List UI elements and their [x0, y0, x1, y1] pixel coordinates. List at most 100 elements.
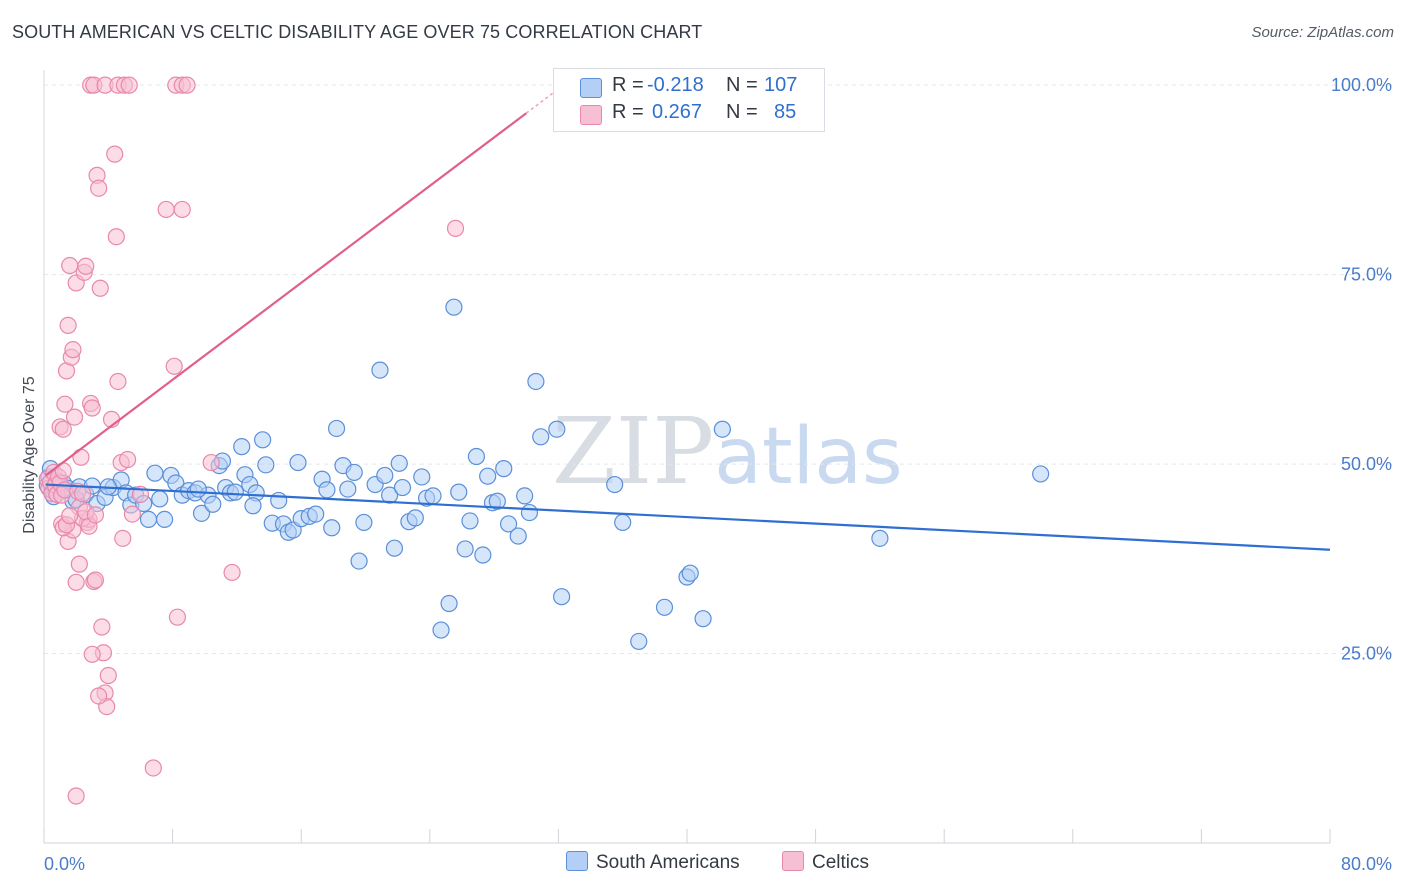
bottom-legend-south: South Americans [566, 851, 740, 874]
south-american-point [413, 468, 431, 486]
tick-labels: 25.0% 50.0% 75.0% 100.0% 0.0% 80.0% [44, 75, 1392, 874]
celtic-point [144, 759, 162, 777]
south-american-point [440, 594, 458, 613]
celtic-point [90, 687, 108, 705]
legend-swatch-south [580, 78, 602, 98]
celtic-point [223, 563, 241, 582]
south-american-point [307, 505, 325, 523]
y-tick-label: 50.0% [1341, 454, 1392, 474]
south-american-point [345, 463, 363, 482]
celtic-point [67, 573, 85, 591]
south-american-point [327, 419, 346, 438]
celtic-point [73, 485, 92, 503]
south-american-point [189, 480, 207, 498]
legend-r-label: R = [612, 74, 644, 96]
south-american-point [146, 464, 164, 482]
legend-n-label: N = [726, 101, 758, 123]
celtic-point [93, 618, 111, 636]
south-americans-trend-line [45, 483, 1331, 551]
celtic-point [83, 399, 101, 417]
south-american-point [424, 487, 442, 505]
trend-lines [44, 88, 1331, 551]
south-american-point [630, 632, 648, 651]
axes [43, 70, 1331, 844]
legend-r-value: -0.218 [647, 74, 704, 96]
x-tick-label: 0.0% [44, 854, 85, 874]
y-tick-label: 25.0% [1341, 644, 1392, 664]
bottom-legend-swatch-south [566, 851, 588, 871]
south-american-point [376, 466, 394, 485]
celtic-point [86, 571, 105, 589]
celtic-point [83, 645, 101, 663]
south-american-point [467, 447, 486, 466]
celtic-point [90, 179, 108, 197]
celtic-point [202, 453, 220, 472]
celtic-point [173, 200, 191, 219]
south-american-point [553, 588, 571, 606]
celtics-trend-extension [525, 88, 559, 114]
south-american-point [371, 361, 389, 379]
south-american-point [532, 428, 550, 446]
celtic-point [118, 450, 137, 469]
legend-n-label: N = [726, 74, 758, 96]
south-american-point [318, 481, 336, 499]
legend-swatch-celtic [580, 105, 602, 125]
celtic-point [114, 529, 132, 547]
south-american-point [456, 540, 474, 558]
south-american-point [694, 610, 712, 628]
south-american-point [350, 552, 368, 570]
y-tick-label: 75.0% [1341, 265, 1392, 285]
celtic-point [123, 505, 142, 523]
celtic-point [120, 76, 138, 94]
watermark-atlas: atlas [714, 412, 903, 502]
south-american-point [204, 495, 222, 513]
grid-lines [44, 84, 1392, 655]
south-american-point [385, 539, 404, 557]
south-american-point [450, 483, 468, 501]
south-american-point [151, 490, 169, 508]
celtic-point [109, 372, 127, 391]
south-american-point [509, 527, 527, 545]
celtics-trend-line [44, 112, 527, 477]
south-american-point [339, 480, 357, 498]
celtic-point [168, 608, 187, 626]
celtic-point [77, 257, 95, 275]
celtic-point [86, 506, 105, 524]
legend-r-label: R = [612, 101, 644, 123]
celtic-point [157, 200, 175, 219]
bottom-legend-swatch-celtic [782, 851, 804, 871]
south-american-point [244, 497, 262, 515]
watermark-zip: ZIP [552, 398, 715, 505]
legend-n-value: 85 [774, 101, 797, 123]
celtic-point [54, 420, 72, 438]
south-american-point [527, 372, 545, 391]
celtic-point [61, 256, 79, 275]
legend-n-value: 107 [764, 74, 798, 96]
celtic-point [165, 357, 183, 375]
legend-row-celtic: R = 0.267 N = 85 [554, 101, 824, 127]
celtic-point [65, 408, 84, 426]
south-american-point [192, 504, 211, 522]
south-american-point [520, 503, 539, 522]
south-american-point [390, 454, 408, 472]
south-american-point [432, 621, 450, 639]
celtic-point [70, 555, 88, 573]
south-american-point [495, 460, 513, 478]
celtic-point [61, 507, 79, 525]
south-american-point [233, 438, 251, 456]
celtic-point [64, 341, 82, 359]
south-american-point [614, 513, 632, 532]
south-american-point [270, 491, 288, 510]
south-american-point [488, 492, 506, 510]
south-american-point [871, 529, 889, 547]
south-american-point [479, 467, 497, 485]
south-american-point [254, 431, 272, 449]
bottom-legend-celtic: Celtics [782, 851, 869, 874]
south-american-point [445, 298, 463, 316]
south-americans-points [38, 298, 1050, 651]
stats-legend: R = -0.218 N = 107 R = 0.267 N = 85 [553, 68, 825, 132]
chart-title: SOUTH AMERICAN VS CELTIC DISABILITY AGE … [12, 22, 703, 42]
south-american-point [681, 564, 699, 582]
south-american-point [139, 510, 158, 529]
south-american-point [406, 509, 424, 527]
